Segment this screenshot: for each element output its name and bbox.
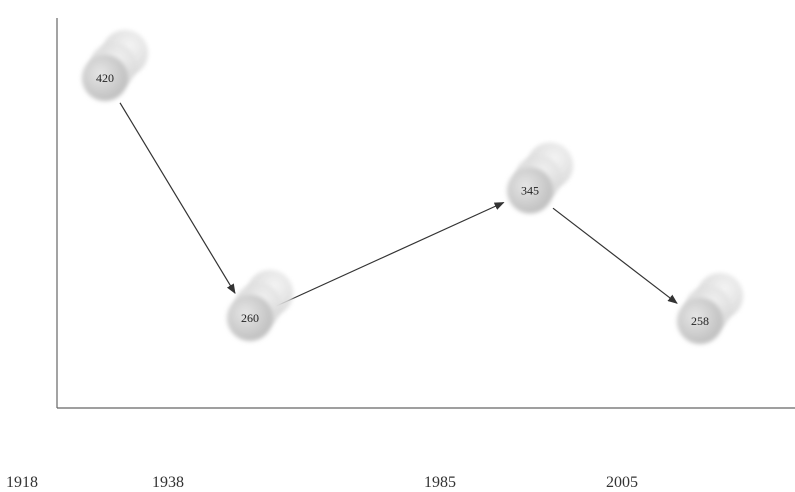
x-tick-label: 1938: [152, 474, 184, 491]
value-label: 345: [521, 184, 539, 198]
connector-arrow-2: [276, 201, 505, 307]
data-point-1985: 345: [507, 142, 573, 214]
data-marker: [507, 167, 553, 214]
data-marker: [677, 298, 723, 344]
value-label: 258: [691, 314, 709, 328]
x-tick-labels: 1918 1938 1985 2005: [6, 474, 638, 491]
x-tick-label: 1918: [6, 474, 38, 491]
data-point-1938: 260: [227, 270, 293, 341]
connector-arrows: [119, 102, 678, 307]
data-marker: [227, 295, 273, 341]
data-markers: 420 260 345 258: [82, 30, 743, 344]
value-label: 420: [96, 71, 114, 85]
connector-arrow-1: [119, 102, 236, 295]
data-point-1918: 420: [82, 30, 148, 101]
value-label: 260: [241, 311, 259, 325]
x-tick-label: 1985: [424, 474, 456, 491]
data-marker: [82, 55, 128, 101]
connector-arrow-3: [552, 207, 678, 304]
x-tick-label: 2005: [606, 474, 638, 491]
data-point-2005: 258: [677, 273, 743, 344]
